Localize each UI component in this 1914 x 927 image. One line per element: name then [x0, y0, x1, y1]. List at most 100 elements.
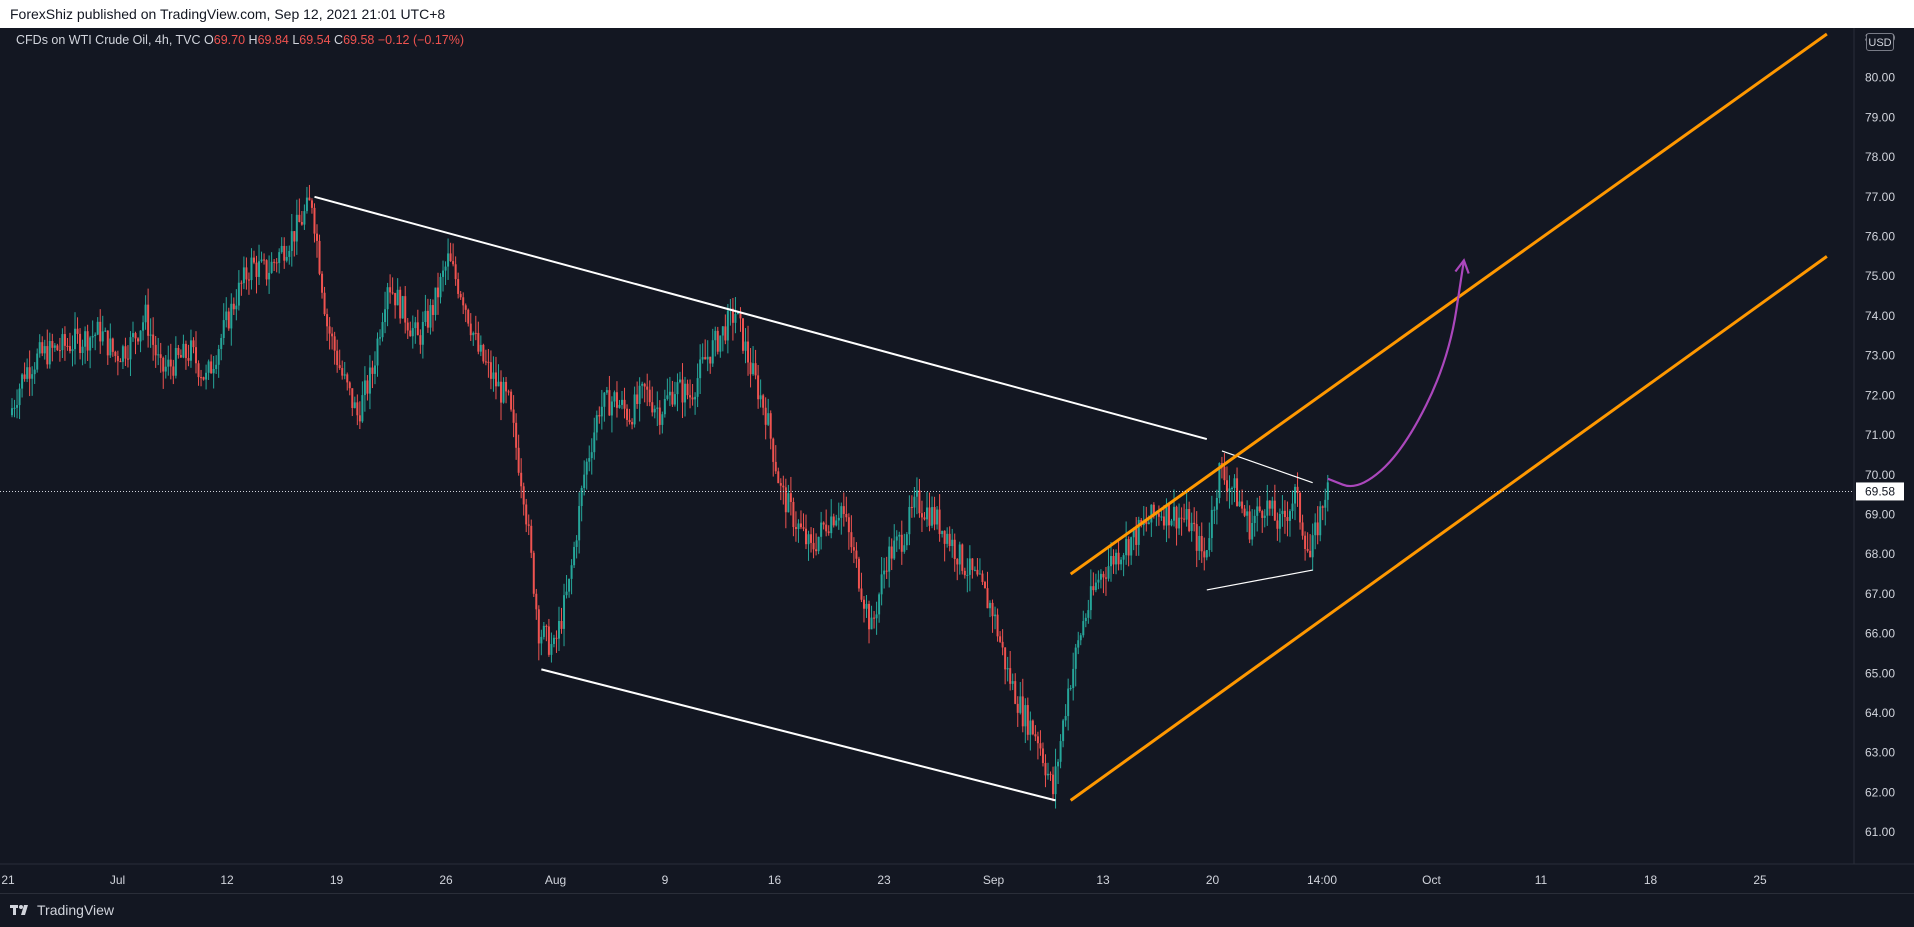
candle-body	[379, 337, 382, 339]
chart-area[interactable]: 61.00 62.00 63.00 64.00 65.00 66.00 67.00 68.00…	[0, 28, 1914, 893]
candle-body	[605, 390, 608, 393]
candle-body	[449, 253, 452, 262]
currency-badge[interactable]: USD	[1866, 33, 1894, 51]
candle-body	[1064, 716, 1067, 721]
candle-body	[326, 314, 329, 327]
candle-body	[721, 326, 724, 336]
candle-body	[1286, 517, 1289, 521]
candle-body	[91, 336, 94, 338]
candle-body	[512, 409, 515, 423]
candle-body	[830, 516, 833, 534]
candle-body	[661, 414, 664, 425]
candle-body	[875, 614, 878, 619]
candle-body	[114, 351, 117, 356]
candle-body	[237, 282, 240, 306]
candle-body	[575, 540, 578, 547]
candle-body	[1195, 524, 1198, 551]
candle-body	[323, 292, 326, 315]
candle-body	[368, 367, 371, 394]
candle-body	[1125, 539, 1128, 556]
candle-body	[404, 296, 407, 323]
channel-lower-line[interactable]	[1069, 255, 1828, 802]
candle-body	[396, 289, 399, 306]
candle-body	[699, 359, 702, 379]
time-tick-label: 26	[439, 873, 453, 887]
candle-body	[1175, 506, 1178, 529]
price-tick-label: 70.00	[1865, 468, 1895, 482]
price-chart[interactable]: 61.00 62.00 63.00 64.00 65.00 66.00 67.00 68.00…	[0, 28, 1914, 893]
projection-curve[interactable]	[1327, 260, 1465, 488]
candle-body	[613, 392, 616, 402]
candle-body	[789, 493, 792, 502]
channel-upper-line[interactable]	[1069, 32, 1828, 576]
candle-body	[716, 330, 719, 352]
candle-body	[258, 261, 261, 277]
candle-body	[318, 240, 321, 274]
candle-body	[134, 333, 137, 339]
candle-body	[492, 372, 495, 379]
candle-body	[250, 257, 253, 281]
candle-body	[520, 472, 523, 487]
candle-body	[273, 261, 276, 263]
candle-body	[245, 267, 248, 280]
candle-body	[1034, 734, 1037, 737]
candle-body	[1087, 610, 1090, 618]
candle-body	[709, 356, 712, 364]
candle-body	[164, 366, 167, 372]
time-tick-label: 18	[1644, 873, 1658, 887]
candle-body	[540, 636, 543, 644]
lower-trendline[interactable]	[541, 668, 1056, 802]
candle-body	[497, 381, 500, 387]
candle-body	[1117, 552, 1120, 565]
candle-body	[215, 364, 218, 369]
candle-body	[560, 620, 563, 629]
candle-body	[444, 266, 447, 271]
candle-body	[600, 406, 603, 417]
candle-body	[210, 361, 213, 374]
candle-body	[328, 326, 331, 334]
candle-body	[442, 270, 445, 277]
candle-body	[585, 461, 588, 475]
candle-body	[888, 546, 891, 572]
candle-body	[603, 392, 606, 407]
candle-body	[341, 368, 344, 376]
time-tick-label: 12	[220, 873, 234, 887]
candle-body	[16, 405, 19, 408]
candle-body	[1276, 520, 1279, 529]
candle-body	[1092, 586, 1095, 591]
candle-body	[300, 222, 303, 225]
symbol-legend[interactable]: CFDs on WTI Crude Oil, 4h, TVC O69.70 H6…	[16, 33, 464, 47]
candle-body	[878, 594, 881, 615]
candle-body	[1122, 555, 1125, 560]
last-price-label: 69.58	[1865, 484, 1895, 498]
candle-body	[316, 233, 318, 241]
candle-body	[1120, 559, 1123, 565]
triangle-lower-line[interactable]	[1206, 569, 1313, 591]
candle-body	[883, 570, 886, 575]
candle-body	[885, 570, 888, 572]
candle-body	[53, 345, 56, 348]
candle-body	[200, 377, 203, 379]
candle-body	[142, 322, 145, 331]
candle-body	[1185, 509, 1188, 520]
candle-body	[724, 326, 727, 341]
price-tick-label: 76.00	[1865, 230, 1895, 244]
candle-body	[923, 517, 926, 520]
candle-body	[26, 367, 29, 379]
tradingview-brand[interactable]: TradingView	[10, 902, 114, 918]
candle-body	[419, 335, 422, 345]
candle-body	[295, 214, 298, 242]
candle-body	[1036, 736, 1039, 744]
candle-body	[202, 377, 205, 380]
tradingview-brand-text: TradingView	[37, 902, 115, 918]
candle-body	[74, 328, 77, 350]
candle-body	[436, 287, 439, 298]
upper-trendline[interactable]	[314, 195, 1208, 441]
price-tick-label: 77.00	[1865, 190, 1895, 204]
open-label: O	[204, 33, 214, 47]
candle-body	[767, 413, 770, 425]
candle-body	[850, 532, 853, 548]
candle-body	[961, 544, 964, 571]
candle-body	[1268, 500, 1271, 509]
candle-body	[711, 340, 714, 364]
